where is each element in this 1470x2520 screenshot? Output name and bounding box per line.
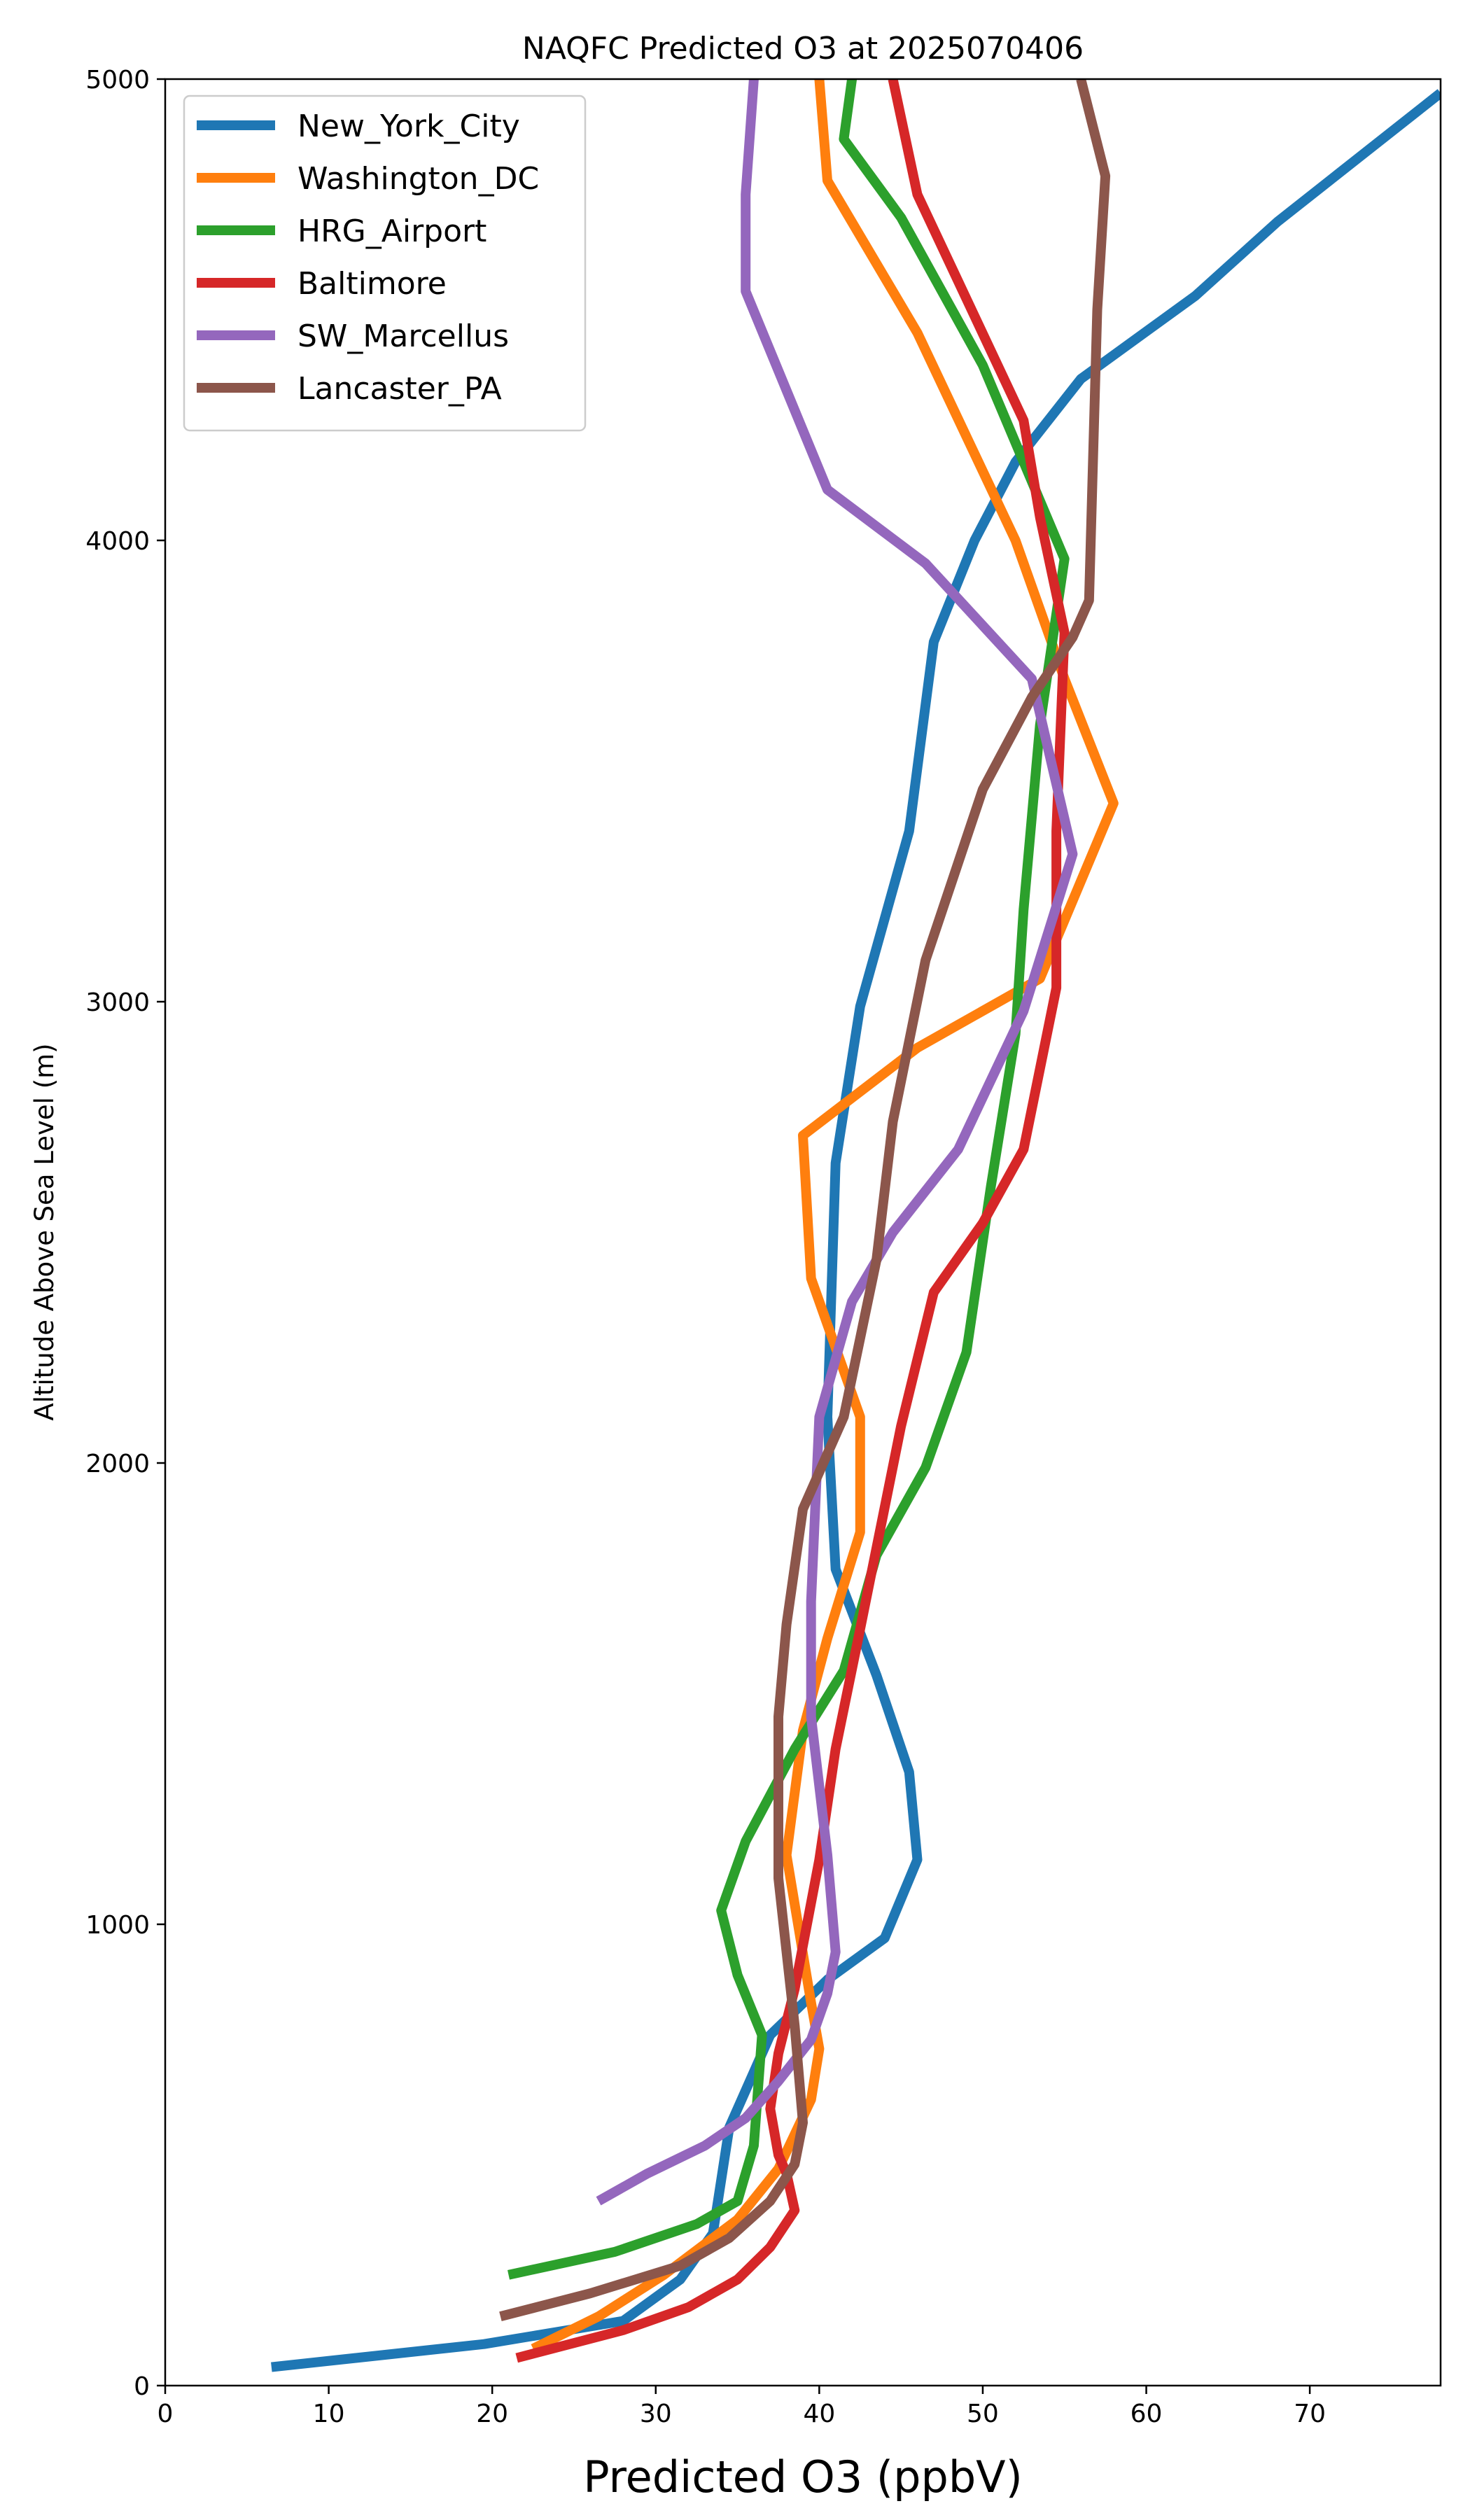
legend-label-washington-dc: Washington_DC xyxy=(298,161,539,197)
chart-title: NAQFC Predicted O3 at 2025070406 xyxy=(522,31,1084,66)
series-line-lancaster-pa xyxy=(499,79,1111,2321)
series-layer xyxy=(271,79,1441,2372)
y-tick-label: 4000 xyxy=(85,527,150,556)
y-tick-label: 5000 xyxy=(85,66,150,94)
x-tick-label: 40 xyxy=(803,2400,835,2428)
x-tick-label: 60 xyxy=(1130,2400,1163,2428)
legend: New_York_City Washington_DC HRG_Airport Bal… xyxy=(183,94,587,432)
axes-layer: 0 10 20 30 40 50 60 70 0 1000 2000 3000 4000 5000 xyxy=(85,66,1326,2428)
legend-label-new-york-city: New_York_City xyxy=(298,108,520,144)
y-tick-label: 1000 xyxy=(85,1911,150,1940)
x-tick-label: 50 xyxy=(967,2400,999,2428)
y-tick-label: 0 xyxy=(134,2372,150,2401)
x-tick-label: 0 xyxy=(158,2400,174,2428)
legend-label-baltimore: Baltimore xyxy=(298,266,447,302)
series-line-baltimore xyxy=(515,79,1070,2363)
y-tick-label: 2000 xyxy=(85,1450,150,1478)
legend-label-hrg-airport: HRG_Airport xyxy=(298,214,486,249)
legend-box xyxy=(183,94,587,432)
series-line-washington-dc xyxy=(531,79,1119,2353)
series-line-sw-marcellus xyxy=(596,79,1078,2206)
x-axis-label: Predicted O3 (ppbV) xyxy=(583,2451,1023,2502)
plot-frame xyxy=(164,78,1442,2387)
x-tick-label: 10 xyxy=(313,2400,345,2428)
x-tick-label: 70 xyxy=(1294,2400,1326,2428)
legend-label-sw-marcellus: SW_Marcellus xyxy=(298,318,509,354)
legend-label-lancaster-pa: Lancaster_PA xyxy=(298,371,502,407)
x-tick-label: 20 xyxy=(476,2400,508,2428)
y-tick-label: 3000 xyxy=(85,988,150,1017)
x-tick-label: 30 xyxy=(640,2400,672,2428)
y-axis-label: Altitude Above Sea Level (m) xyxy=(29,1043,59,1420)
